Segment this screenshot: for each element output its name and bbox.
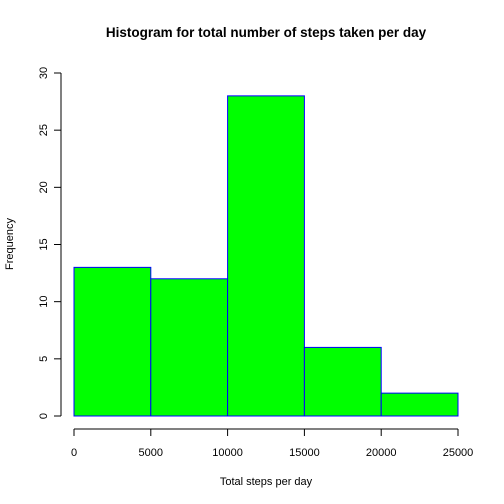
y-tick-label: 5 [38,356,50,362]
chart-title: Histogram for total number of steps take… [106,25,427,40]
histogram-bar [380,392,459,417]
y-tick-label: 0 [38,413,50,419]
x-tick-label: 15000 [289,447,320,459]
histogram-bar [227,95,305,417]
y-tick-label: 10 [38,296,50,308]
x-tick-label: 20000 [366,447,397,459]
histogram-bars [73,95,459,417]
histogram-bar [150,278,229,417]
histogram-bar [73,266,152,417]
y-tick-label: 30 [38,67,50,79]
histogram-bar [303,346,382,417]
x-axis: 0 5000 10000 15000 20000 25000 [71,428,474,459]
x-tick-label: 25000 [443,447,474,459]
x-tick-label: 10000 [212,447,243,459]
y-tick-label: 25 [38,124,50,136]
x-tick-label: 5000 [139,447,163,459]
x-tick-label: 0 [71,447,77,459]
y-axis-label: Frequency [4,218,16,270]
x-axis-label: Total steps per day [220,476,313,488]
y-tick-label: 15 [38,238,50,250]
y-tick-label: 20 [38,181,50,193]
y-axis: 0 5 10 15 20 25 30 [38,67,62,419]
